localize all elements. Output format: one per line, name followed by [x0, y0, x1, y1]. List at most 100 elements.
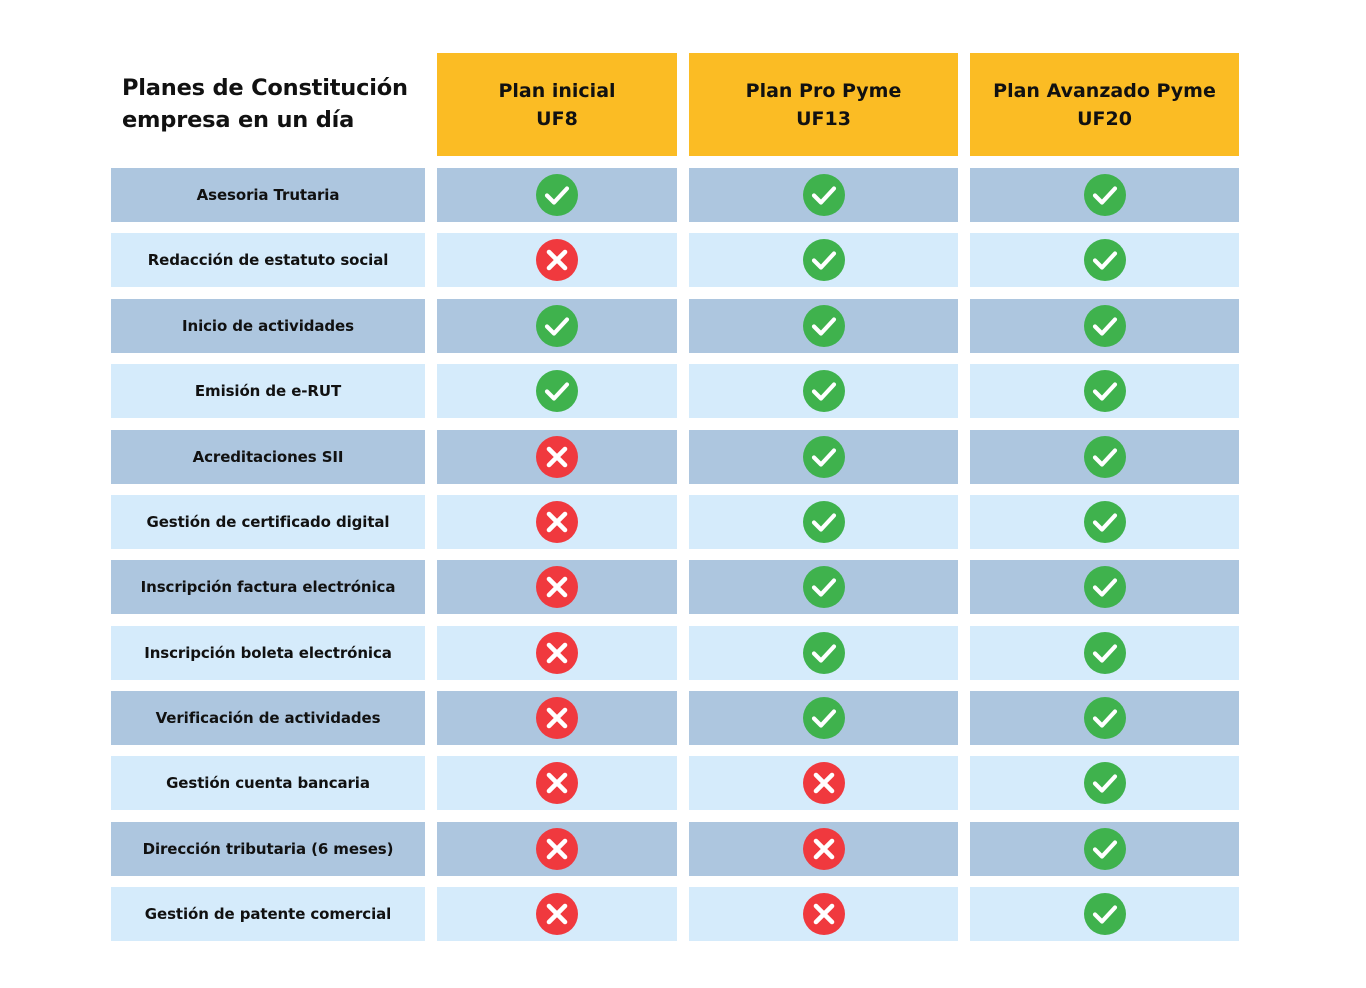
feature-row-label-cell: Acreditaciones SII — [111, 430, 425, 484]
feature-row-label-cell: Inscripción factura electrónica — [111, 560, 425, 614]
feature-status-cell — [689, 430, 958, 484]
feature-status-cell — [970, 691, 1239, 745]
check-circle-icon — [1083, 370, 1126, 412]
check-circle-icon — [1083, 893, 1126, 935]
x-circle-icon — [536, 436, 578, 478]
check-circle-icon — [802, 501, 845, 543]
feature-label: Gestión de patente comercial — [144, 905, 392, 923]
feature-row-label-cell: Inicio de actividades — [111, 299, 425, 353]
check-circle-icon — [1083, 566, 1126, 608]
check-circle-icon — [1083, 632, 1126, 674]
check-circle-icon — [802, 566, 845, 608]
check-circle-icon — [1083, 697, 1126, 739]
x-circle-icon — [536, 501, 578, 543]
feature-status-cell — [970, 364, 1239, 418]
check-circle-icon — [1083, 239, 1126, 281]
feature-status-cell — [437, 756, 677, 810]
feature-status-cell — [437, 560, 677, 614]
x-circle-icon — [536, 893, 578, 935]
feature-label: Inscripción factura electrónica — [140, 578, 396, 596]
feature-label: Redacción de estatuto social — [147, 251, 389, 269]
feature-row-label-cell: Dirección tributaria (6 meses) — [111, 822, 425, 876]
plan-header-avanzado-pyme: Plan Avanzado Pyme UF20 — [970, 53, 1239, 156]
page-title: Planes de Constitución empresa en un día — [122, 72, 432, 136]
feature-label: Acreditaciones SII — [192, 448, 344, 466]
feature-status-cell — [970, 233, 1239, 287]
check-circle-icon — [1083, 828, 1126, 870]
feature-status-cell — [689, 560, 958, 614]
feature-status-cell — [970, 756, 1239, 810]
feature-label: Gestión cuenta bancaria — [166, 774, 370, 792]
feature-status-cell — [437, 626, 677, 680]
feature-status-cell — [437, 691, 677, 745]
plan-price: UF20 — [1077, 107, 1132, 130]
feature-label: Asesoria Trutaria — [196, 186, 340, 204]
feature-status-cell — [689, 168, 958, 222]
plan-price: UF8 — [536, 107, 578, 130]
feature-status-cell — [437, 364, 677, 418]
feature-status-cell — [437, 233, 677, 287]
x-circle-icon — [536, 762, 578, 804]
feature-status-cell — [970, 168, 1239, 222]
feature-row-label-cell: Asesoria Trutaria — [111, 168, 425, 222]
feature-status-cell — [437, 887, 677, 941]
feature-status-cell — [689, 364, 958, 418]
plan-header-pro-pyme: Plan Pro Pyme UF13 — [689, 53, 958, 156]
check-circle-icon — [802, 305, 845, 347]
feature-label: Inscripción boleta electrónica — [144, 644, 392, 662]
x-circle-icon — [536, 697, 578, 739]
title-line-1: Planes de Constitución — [122, 75, 408, 101]
plan-name: Plan inicial — [498, 79, 616, 102]
feature-status-cell — [437, 168, 677, 222]
feature-status-cell — [970, 299, 1239, 353]
plan-name: Plan Avanzado Pyme — [993, 79, 1216, 102]
check-circle-icon — [1083, 762, 1126, 804]
feature-row-label-cell: Gestión cuenta bancaria — [111, 756, 425, 810]
x-circle-icon — [536, 239, 578, 281]
feature-status-cell — [970, 626, 1239, 680]
feature-status-cell — [689, 299, 958, 353]
feature-status-cell — [437, 299, 677, 353]
title-line-2: empresa en un día — [122, 107, 355, 133]
feature-status-cell — [689, 691, 958, 745]
feature-row-label-cell: Gestión de patente comercial — [111, 887, 425, 941]
feature-status-cell — [689, 887, 958, 941]
check-circle-icon — [802, 370, 845, 412]
check-circle-icon — [1083, 501, 1126, 543]
check-circle-icon — [1083, 305, 1126, 347]
feature-status-cell — [437, 495, 677, 549]
feature-status-cell — [437, 430, 677, 484]
feature-status-cell — [689, 626, 958, 680]
x-circle-icon — [536, 828, 578, 870]
check-circle-icon — [1083, 174, 1126, 216]
feature-label: Dirección tributaria (6 meses) — [142, 840, 394, 858]
x-circle-icon — [536, 632, 578, 674]
check-circle-icon — [802, 436, 845, 478]
feature-label: Gestión de certificado digital — [146, 513, 390, 531]
x-circle-icon — [802, 893, 845, 935]
check-circle-icon — [802, 239, 845, 281]
check-circle-icon — [802, 632, 845, 674]
plan-name: Plan Pro Pyme — [745, 79, 902, 102]
feature-label: Inicio de actividades — [182, 317, 354, 335]
check-circle-icon — [536, 370, 578, 412]
feature-status-cell — [689, 233, 958, 287]
x-circle-icon — [536, 566, 578, 608]
feature-row-label-cell: Redacción de estatuto social — [111, 233, 425, 287]
check-circle-icon — [802, 174, 845, 216]
feature-row-label-cell: Gestión de certificado digital — [111, 495, 425, 549]
feature-label: Verificación de actividades — [155, 709, 381, 727]
feature-status-cell — [689, 756, 958, 810]
feature-status-cell — [970, 822, 1239, 876]
plan-price: UF13 — [796, 107, 851, 130]
feature-label: Emisión de e-RUT — [194, 382, 342, 400]
check-circle-icon — [1083, 436, 1126, 478]
check-circle-icon — [536, 305, 578, 347]
feature-status-cell — [437, 822, 677, 876]
feature-status-cell — [970, 560, 1239, 614]
feature-status-cell — [689, 495, 958, 549]
feature-status-cell — [970, 495, 1239, 549]
check-circle-icon — [536, 174, 578, 216]
feature-status-cell — [689, 822, 958, 876]
feature-row-label-cell: Inscripción boleta electrónica — [111, 626, 425, 680]
